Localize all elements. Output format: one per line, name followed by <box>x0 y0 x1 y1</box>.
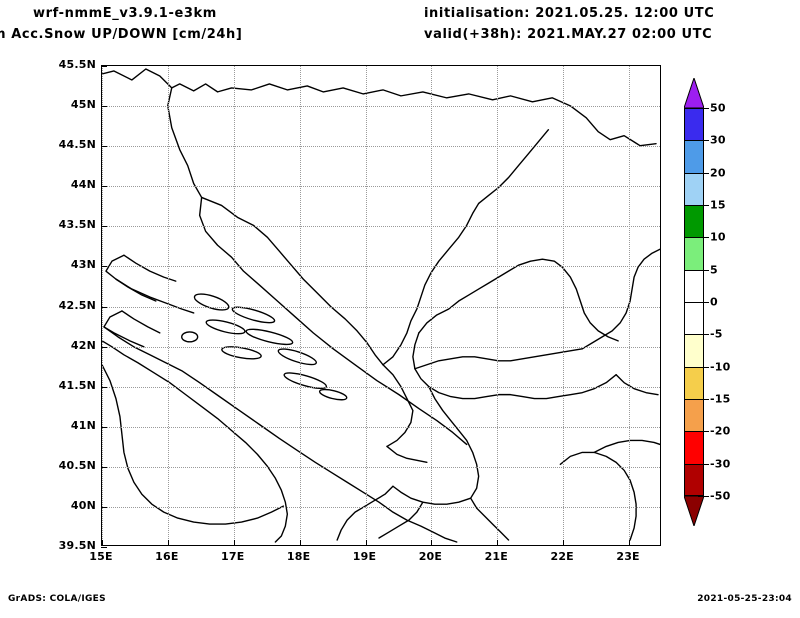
y-axis-tick <box>101 426 107 428</box>
y-axis-label: 44.5N <box>58 138 96 152</box>
y-axis-label: 43N <box>70 258 96 272</box>
colorbar-band--50 <box>684 463 704 496</box>
map-plot-area <box>101 65 661 548</box>
model-title: wrf-nmmE_v3.9.1-e3km <box>33 6 217 21</box>
colorbar-label: -30 <box>710 457 731 471</box>
y-axis-tick <box>101 266 107 268</box>
colorbar-label: 0 <box>710 295 718 309</box>
colorbar-label: 50 <box>710 101 726 115</box>
x-axis-label: 18E <box>286 550 311 563</box>
colorbar-label: 15 <box>710 198 726 212</box>
y-axis-label: 42.5N <box>58 298 96 312</box>
colorbar-label: 30 <box>710 133 726 147</box>
x-axis-tick <box>431 540 433 546</box>
x-axis-label: 19E <box>352 550 377 563</box>
y-axis-label: 45N <box>70 98 96 112</box>
field-title: m Acc.Snow UP/DOWN [cm/24h] <box>0 27 243 42</box>
x-axis-tick <box>497 540 499 546</box>
colorbar-band--30 <box>684 431 704 464</box>
y-axis-label: 44N <box>70 178 96 192</box>
y-axis-tick <box>101 186 107 188</box>
initialisation-time: initialisation: 2021.05.25. 12:00 UTC <box>424 6 715 21</box>
y-axis-tick <box>101 547 107 548</box>
colorbar-arrow-up <box>684 78 704 108</box>
x-axis-label: 22E <box>550 550 574 563</box>
colorbar-band-15 <box>684 172 704 205</box>
x-axis-label: 16E <box>155 550 179 563</box>
colorbar-band--5 <box>684 302 704 335</box>
y-axis-tick <box>101 66 107 67</box>
y-axis-tick <box>101 506 107 508</box>
colorbar-label: -10 <box>710 360 731 374</box>
colorbar-band--10 <box>684 334 704 367</box>
x-axis-label: 20E <box>418 550 443 563</box>
x-axis-tick <box>233 540 235 546</box>
colorbar-band-5 <box>684 237 704 270</box>
colorbar-band--15 <box>684 366 704 399</box>
colorbar-arrow-down <box>684 496 704 526</box>
x-axis-tick <box>299 540 301 546</box>
colorbar-band-20 <box>684 140 704 173</box>
y-axis-tick <box>101 386 107 388</box>
colorbar-label: -20 <box>710 424 731 438</box>
y-axis-tick <box>101 306 107 308</box>
x-axis-tick <box>167 540 169 546</box>
colorbar-label: -50 <box>710 489 731 503</box>
map-coastlines-and-borders <box>102 68 660 543</box>
y-axis-tick <box>101 466 107 468</box>
x-axis-label: 17E <box>221 550 245 563</box>
y-axis-tick <box>101 146 107 148</box>
y-axis-label: 45.5N <box>58 58 96 71</box>
x-axis-label: 23E <box>616 550 640 563</box>
x-axis-tick <box>365 540 367 546</box>
colorbar-band-0 <box>684 269 704 302</box>
y-axis-tick <box>101 346 107 348</box>
colorbar-label: -5 <box>710 327 723 341</box>
y-axis-label: 41.5N <box>58 378 96 392</box>
colorbar-band--20 <box>684 399 704 432</box>
colorbar-tick <box>698 496 709 497</box>
y-axis-label: 39.5N <box>58 539 96 552</box>
x-axis-label: 15E <box>89 550 113 563</box>
colorbar-band-30 <box>684 108 704 141</box>
grads-credit: GrADS: COLA/IGES <box>8 594 106 604</box>
y-axis-tick <box>101 226 107 228</box>
colorbar-label: 20 <box>710 166 726 180</box>
x-axis-tick <box>102 540 103 546</box>
y-axis-label: 40.5N <box>58 458 96 472</box>
colorbar-label: 10 <box>710 230 726 244</box>
x-axis-tick <box>629 540 631 546</box>
render-timestamp: 2021-05-25-23:04 <box>697 594 792 604</box>
y-axis-label: 40N <box>70 498 96 512</box>
x-axis-label: 21E <box>484 550 508 563</box>
x-axis-tick <box>563 540 565 546</box>
colorbar-label: -15 <box>710 392 731 406</box>
y-axis-label: 42N <box>70 338 96 352</box>
y-axis-tick <box>101 106 107 108</box>
y-axis-label: 43.5N <box>58 218 96 232</box>
colorbar-band-10 <box>684 205 704 238</box>
colorbar-label: 5 <box>710 263 718 277</box>
y-axis-label: 41N <box>70 418 96 432</box>
valid-time: valid(+38h): 2021.MAY.27 02:00 UTC <box>424 27 713 42</box>
